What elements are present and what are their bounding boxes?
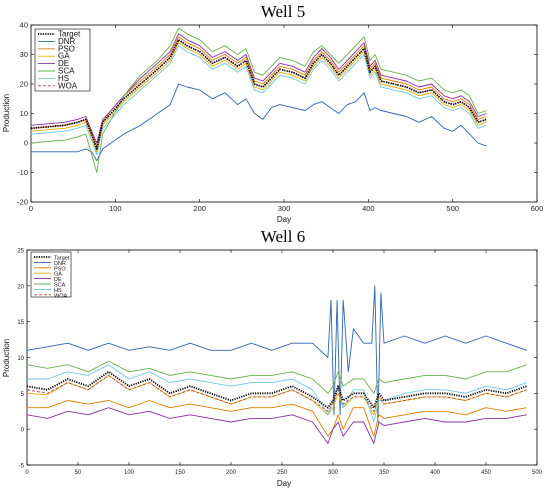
y-tick-label: -10: [17, 168, 28, 177]
legend-label: HS: [58, 74, 69, 83]
series-line-de: [27, 407, 527, 444]
series-line-hs: [27, 364, 527, 423]
series-line-de: [31, 33, 487, 144]
x-tick-label: 0: [29, 204, 33, 213]
x-axis-label: Day: [277, 479, 291, 488]
x-tick-label: 200: [193, 204, 206, 213]
x-tick-label: 150: [175, 470, 186, 476]
x-tick-label: 200: [226, 470, 237, 476]
x-tick-label: 400: [430, 470, 441, 476]
series-line-woa: [27, 374, 527, 412]
y-tick-label: 10: [20, 109, 28, 118]
y-tick-label: 30: [20, 50, 28, 59]
legend-label: DNR: [54, 261, 66, 267]
plot-area: [30, 24, 538, 203]
x-axis-label: Day: [277, 215, 291, 224]
x-tick-label: 300: [278, 204, 291, 213]
legend-label: WOA: [58, 81, 78, 90]
x-tick-label: 250: [277, 470, 288, 476]
legend-label: SCA: [58, 67, 75, 76]
x-tick-label: 600: [531, 204, 544, 213]
y-tick-label: -5: [19, 464, 25, 470]
y-axis-label: Production: [2, 94, 11, 132]
series-line-dnr: [27, 285, 527, 423]
series-line-hs: [31, 45, 487, 156]
plot-area: [26, 249, 538, 466]
y-tick-label: -20: [17, 198, 28, 207]
x-tick-label: 300: [328, 470, 339, 476]
series-line-ga: [31, 42, 487, 153]
series-line-sca: [31, 27, 487, 173]
series-line-target: [27, 370, 528, 409]
chart-1: Well 5 0 100 200 300 400 500 600 -20 -10 0 10 20 30 40…: [2, 2, 543, 224]
legend-label: SCA: [54, 283, 66, 289]
series-line-pso: [27, 400, 527, 437]
legend-label: DE: [58, 59, 69, 68]
x-tick-label: 350: [379, 470, 390, 476]
legend-label: Target: [54, 256, 70, 262]
series-line-target: [31, 38, 487, 150]
legend-label: HS: [54, 288, 62, 294]
x-tick-label: 500: [532, 470, 543, 476]
legend-label: DE: [54, 277, 62, 283]
y-tick-label: 15: [17, 320, 24, 326]
y-tick-label: 5: [21, 392, 25, 398]
x-tick-label: 450: [481, 470, 492, 476]
y-tick-label: 0: [21, 428, 25, 434]
y-tick-label: 25: [17, 249, 24, 255]
y-tick-label: 20: [17, 284, 24, 290]
y-tick-label: 20: [20, 80, 28, 89]
legend-label: PSO: [54, 266, 66, 272]
legend-box: [34, 28, 91, 92]
chart-title: Well 5: [261, 2, 305, 21]
x-tick-label: 0: [25, 470, 29, 476]
series-line-pso: [31, 36, 487, 147]
legend-label: Target: [58, 30, 81, 39]
y-tick-label: 40: [20, 21, 28, 30]
x-tick-label: 100: [109, 204, 122, 213]
legend-label: PSO: [58, 44, 75, 53]
legend-label: GA: [54, 272, 62, 278]
legend-label: GA: [58, 52, 70, 61]
chart-title: Well 6: [261, 227, 305, 246]
series-line-sca: [27, 360, 527, 394]
y-tick-label: 10: [17, 356, 24, 362]
y-tick-label: 0: [24, 139, 28, 148]
series-line-dnr: [31, 83, 487, 162]
x-tick-label: 100: [124, 470, 135, 476]
legend-label: DNR: [58, 37, 76, 46]
x-tick-label: 400: [362, 204, 375, 213]
x-tick-label: 50: [75, 470, 82, 476]
legend-label: WOA: [54, 293, 67, 299]
x-tick-label: 500: [446, 204, 459, 213]
chart-2: Well 60 50 100 150 200 250 300 350 400 450 500-505…: [2, 227, 543, 488]
y-axis-label: Production: [2, 339, 11, 377]
